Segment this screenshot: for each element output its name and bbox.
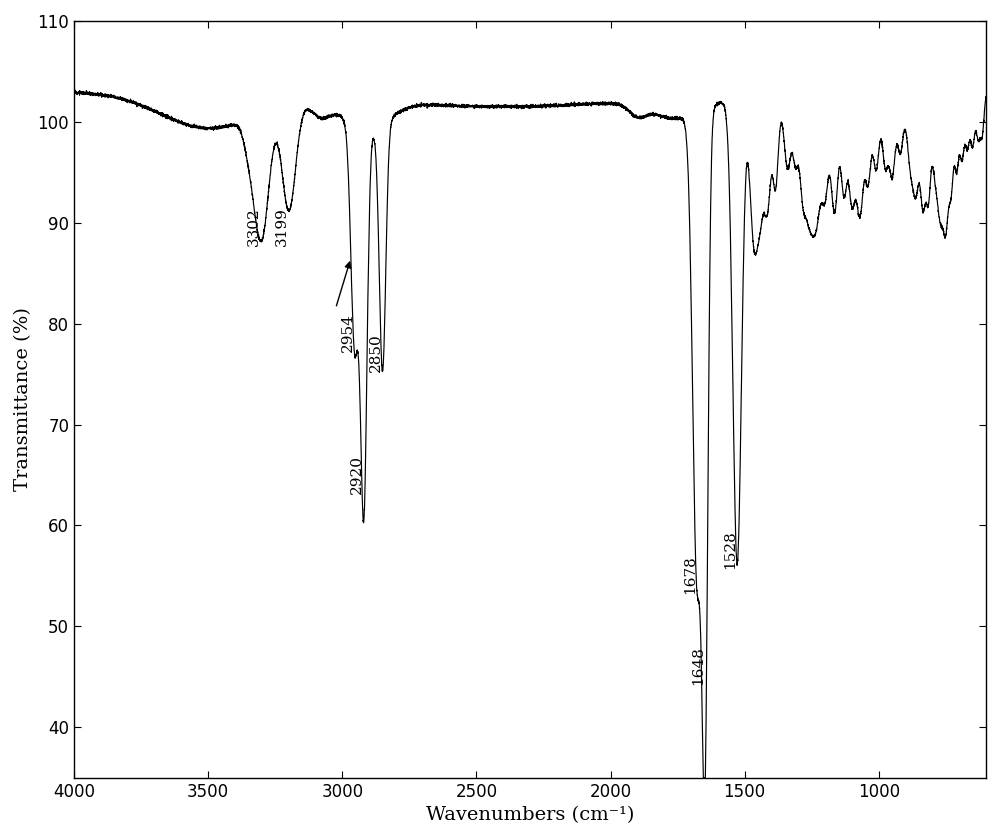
Text: 3302: 3302	[247, 208, 261, 246]
Y-axis label: Transmittance (%): Transmittance (%)	[14, 308, 32, 491]
Text: 2850: 2850	[369, 334, 383, 372]
Text: 2954: 2954	[341, 313, 355, 353]
Text: 1678: 1678	[683, 556, 697, 594]
Text: 1648: 1648	[691, 646, 705, 685]
Text: 1528: 1528	[723, 530, 737, 569]
Text: 2920: 2920	[350, 455, 364, 494]
Text: 3199: 3199	[275, 208, 289, 246]
X-axis label: Wavenumbers (cm⁻¹): Wavenumbers (cm⁻¹)	[426, 806, 634, 824]
